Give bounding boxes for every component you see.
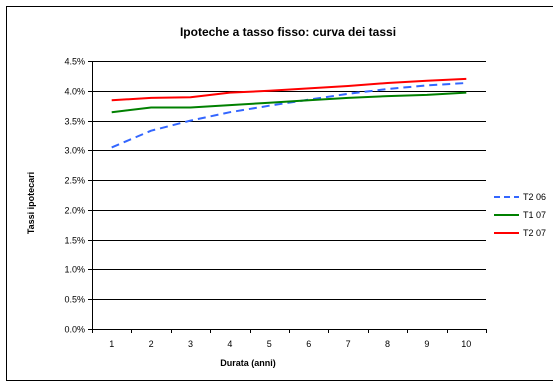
legend-label: T2 07	[523, 228, 546, 238]
line-chart: Ipoteche a tasso fisso: curva dei tassi …	[26, 25, 546, 368]
x-tick-label: 7	[346, 339, 351, 349]
y-tick-label: 0.5%	[64, 295, 85, 305]
legend-label: T1 07	[523, 210, 546, 220]
y-tick-label: 3.0%	[64, 146, 85, 156]
y-tick-label: 3.5%	[64, 117, 85, 127]
x-tick-label: 4	[227, 339, 232, 349]
x-tick-label: 1	[109, 339, 114, 349]
legend-label: T2 06	[523, 192, 546, 202]
x-tick-label: 5	[267, 339, 272, 349]
chart-frame: Ipoteche a tasso fisso: curva dei tassi …	[6, 6, 553, 381]
axes: 0.0% 0.5% 1.0% 1.5% 2.0% 2.5% 3.0% 3.5% 4.0% 4.5%…	[64, 57, 487, 349]
legend: T2 06 T1 07 T2 07	[494, 192, 546, 238]
series-line	[111, 77, 467, 102]
series-line	[111, 91, 467, 114]
y-tick-label: 2.0%	[64, 206, 85, 216]
x-tick-label: 6	[306, 339, 311, 349]
y-axis-title: Tassi ipotecari	[26, 172, 36, 234]
x-tick-label: 9	[424, 339, 429, 349]
series-line	[111, 82, 467, 149]
gridlines	[92, 61, 486, 300]
y-tick-label: 2.5%	[64, 176, 85, 186]
y-tick-label: 4.0%	[64, 87, 85, 97]
series-lines	[111, 77, 467, 149]
x-tick-label: 8	[385, 339, 390, 349]
x-tick-label: 2	[149, 339, 154, 349]
x-tick-label: 3	[188, 339, 193, 349]
y-tick-label: 1.0%	[64, 265, 85, 275]
y-tick-label: 4.5%	[64, 57, 85, 67]
chart-title: Ipoteche a tasso fisso: curva dei tassi	[180, 25, 396, 39]
y-tick-label: 1.5%	[64, 236, 85, 246]
x-axis-title: Durata (anni)	[220, 358, 276, 368]
x-tick-label: 10	[461, 339, 471, 349]
y-tick-label: 0.0%	[64, 325, 85, 335]
